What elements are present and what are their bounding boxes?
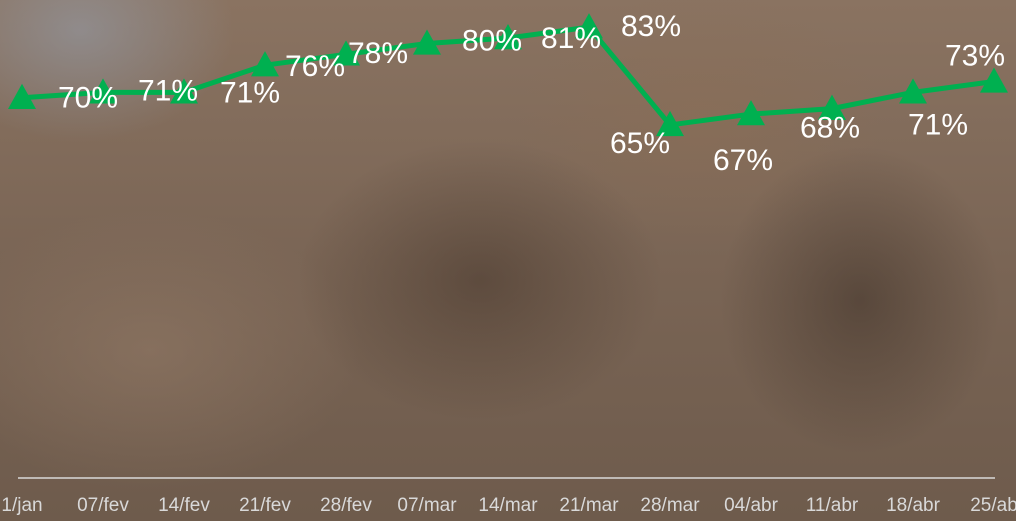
data-label: 67% xyxy=(713,144,773,177)
data-label: 76% xyxy=(285,50,345,83)
data-label: 71% xyxy=(220,76,280,109)
x-tick-label: 07/mar xyxy=(397,495,457,516)
x-tick-label: 18/abr xyxy=(886,495,941,516)
data-label: 73% xyxy=(945,39,1005,72)
x-tick-label: 11/abr xyxy=(806,495,859,516)
x-tick-label: 21/mar xyxy=(559,495,619,516)
data-label: 65% xyxy=(610,127,670,160)
x-tick-label: 25/ab xyxy=(970,495,1016,516)
data-label: 71% xyxy=(138,74,198,107)
x-tick-label: 21/fev xyxy=(239,495,291,516)
x-tick-label: 28/mar xyxy=(640,495,700,516)
data-label: 68% xyxy=(800,112,860,145)
slide: 1/jan 07/fev 14/fev 21/fev 28/fev 07/mar 14/ma… xyxy=(0,0,1016,521)
data-label: 71% xyxy=(908,108,968,141)
data-label: 78% xyxy=(348,37,408,70)
x-tick-label: 04/abr xyxy=(724,495,779,516)
x-tick-label: 1/jan xyxy=(1,495,42,516)
chart: 1/jan 07/fev 14/fev 21/fev 28/fev 07/mar 14/ma… xyxy=(0,0,1016,521)
data-label: 70% xyxy=(58,82,118,115)
x-tick-label: 14/fev xyxy=(158,495,210,516)
data-label: 81% xyxy=(541,22,601,55)
data-label: 83% xyxy=(621,10,681,43)
x-tick-label: 14/mar xyxy=(478,495,538,516)
x-tick-label: 07/fev xyxy=(77,495,129,516)
data-label: 80% xyxy=(462,24,522,57)
x-tick-label: 28/fev xyxy=(320,495,372,516)
